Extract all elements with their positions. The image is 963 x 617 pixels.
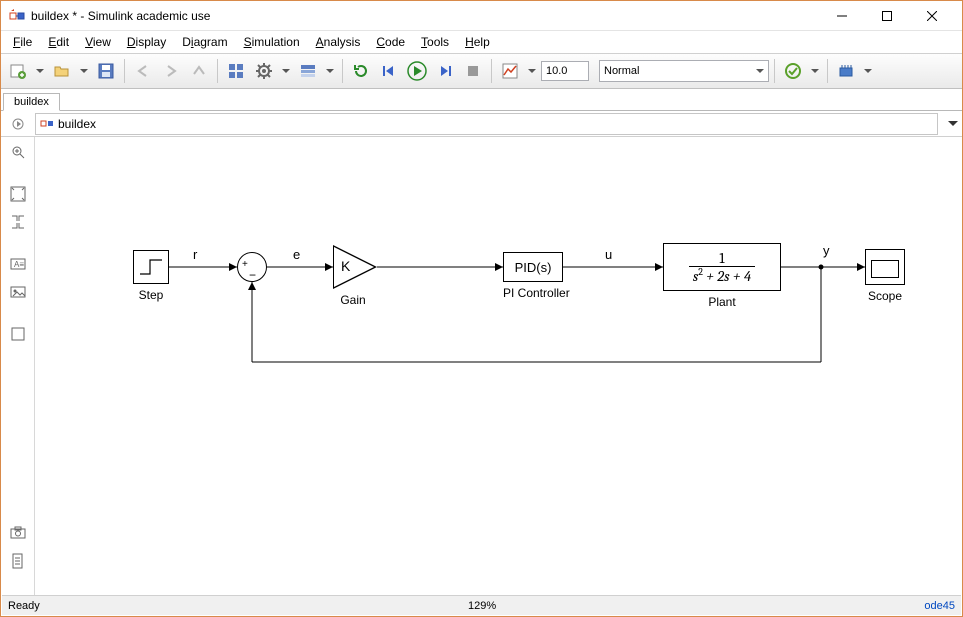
statusbar: Ready 129% ode45 bbox=[2, 595, 961, 615]
palette: A≡ bbox=[1, 137, 35, 612]
plant-denominator: s2 + 2s + 4 bbox=[689, 266, 755, 285]
svg-text:A≡: A≡ bbox=[14, 260, 24, 269]
build-button[interactable] bbox=[780, 58, 806, 84]
library-browser-button[interactable] bbox=[223, 58, 249, 84]
back-button[interactable] bbox=[130, 58, 156, 84]
plant-label: Plant bbox=[663, 295, 781, 309]
nav-history-button[interactable] bbox=[7, 113, 29, 135]
image-icon[interactable] bbox=[7, 281, 29, 303]
window-title: buildex * - Simulink academic use bbox=[31, 9, 819, 23]
report-icon[interactable] bbox=[7, 550, 29, 572]
step-forward-button[interactable] bbox=[432, 58, 458, 84]
breadcrumb-field[interactable]: buildex bbox=[35, 113, 938, 135]
toggle-perspective-icon[interactable] bbox=[7, 211, 29, 233]
build-dropdown[interactable] bbox=[808, 58, 822, 84]
maximize-button[interactable] bbox=[864, 2, 909, 30]
zoom-level[interactable]: 129% bbox=[468, 600, 496, 612]
arrowhead bbox=[495, 263, 503, 271]
menu-view[interactable]: View bbox=[77, 33, 119, 51]
step-block[interactable]: Step bbox=[133, 250, 169, 302]
area-icon[interactable] bbox=[7, 323, 29, 345]
gain-label: Gain bbox=[329, 293, 377, 307]
breadcrumb-model: buildex bbox=[58, 117, 96, 131]
tab-model[interactable]: buildex bbox=[3, 93, 60, 111]
step-label: Step bbox=[133, 288, 169, 302]
menu-display[interactable]: Display bbox=[119, 33, 174, 51]
model-config-dropdown[interactable] bbox=[279, 58, 293, 84]
screenshot-icon[interactable] bbox=[7, 522, 29, 544]
pid-label: PI Controller bbox=[503, 286, 570, 300]
new-model-dropdown[interactable] bbox=[33, 58, 47, 84]
diagram-wires bbox=[35, 137, 962, 612]
hardware-dropdown[interactable] bbox=[861, 58, 875, 84]
simulation-mode-select[interactable]: Normal bbox=[599, 60, 769, 82]
annotation-icon[interactable]: A≡ bbox=[7, 253, 29, 275]
titlebar: buildex * - Simulink academic use bbox=[1, 1, 962, 31]
menubar: File Edit View Display Diagram Simulatio… bbox=[1, 31, 962, 53]
fast-restart-button[interactable] bbox=[348, 58, 374, 84]
plant-block[interactable]: 1 s2 + 2s + 4 Plant bbox=[663, 243, 781, 309]
stop-button[interactable] bbox=[460, 58, 486, 84]
menu-help[interactable]: Help bbox=[457, 33, 498, 51]
save-button[interactable] bbox=[93, 58, 119, 84]
open-button[interactable] bbox=[49, 58, 75, 84]
forward-button[interactable] bbox=[158, 58, 184, 84]
breadcrumb-dropdown[interactable] bbox=[944, 119, 962, 129]
data-inspector-dropdown[interactable] bbox=[525, 58, 539, 84]
gain-symbol: K bbox=[341, 258, 350, 274]
model-icon bbox=[40, 117, 54, 131]
zoom-fit-icon[interactable] bbox=[7, 141, 29, 163]
menu-tools[interactable]: Tools bbox=[413, 33, 457, 51]
new-model-button[interactable] bbox=[5, 58, 31, 84]
menu-file[interactable]: File bbox=[5, 33, 40, 51]
menu-code[interactable]: Code bbox=[368, 33, 413, 51]
menu-simulation[interactable]: Simulation bbox=[236, 33, 308, 51]
stop-time-input[interactable] bbox=[541, 61, 589, 81]
arrowhead bbox=[229, 263, 237, 271]
arrowhead bbox=[655, 263, 663, 271]
fit-to-view-icon[interactable] bbox=[7, 183, 29, 205]
menu-diagram[interactable]: Diagram bbox=[174, 33, 235, 51]
scope-block[interactable]: Scope bbox=[865, 249, 905, 303]
signal-r-label: r bbox=[193, 247, 197, 262]
step-back-button[interactable] bbox=[376, 58, 402, 84]
arrowhead-up bbox=[248, 282, 256, 290]
canvas[interactable]: Step + − K Gain PID(s) PI Controller 1 s… bbox=[35, 137, 962, 612]
model-explorer-button[interactable] bbox=[295, 58, 321, 84]
menu-edit[interactable]: Edit bbox=[40, 33, 77, 51]
model-config-button[interactable] bbox=[251, 58, 277, 84]
signal-y-label: y bbox=[823, 243, 830, 258]
close-button[interactable] bbox=[909, 2, 954, 30]
minimize-button[interactable] bbox=[819, 2, 864, 30]
signal-u-label: u bbox=[605, 247, 612, 262]
app-icon bbox=[9, 8, 25, 24]
arrowhead bbox=[325, 263, 333, 271]
tabbar: buildex bbox=[1, 89, 962, 111]
signal-e-label: e bbox=[293, 247, 300, 262]
toolbar: Normal bbox=[1, 53, 962, 89]
gain-block[interactable]: K Gain bbox=[333, 245, 377, 307]
data-inspector-button[interactable] bbox=[497, 58, 523, 84]
scope-label: Scope bbox=[865, 289, 905, 303]
menu-analysis[interactable]: Analysis bbox=[308, 33, 369, 51]
pid-block[interactable]: PID(s) PI Controller bbox=[503, 252, 570, 300]
run-button[interactable] bbox=[404, 58, 430, 84]
hardware-button[interactable] bbox=[833, 58, 859, 84]
breadcrumb-bar: buildex bbox=[1, 111, 962, 137]
simulation-mode-value: Normal bbox=[604, 65, 639, 77]
model-explorer-dropdown[interactable] bbox=[323, 58, 337, 84]
status-text: Ready bbox=[8, 600, 40, 612]
solver-name[interactable]: ode45 bbox=[924, 600, 955, 612]
open-dropdown[interactable] bbox=[77, 58, 91, 84]
up-button[interactable] bbox=[186, 58, 212, 84]
arrowhead bbox=[857, 263, 865, 271]
sum-block[interactable]: + − bbox=[237, 252, 267, 282]
plant-numerator: 1 bbox=[689, 250, 755, 267]
